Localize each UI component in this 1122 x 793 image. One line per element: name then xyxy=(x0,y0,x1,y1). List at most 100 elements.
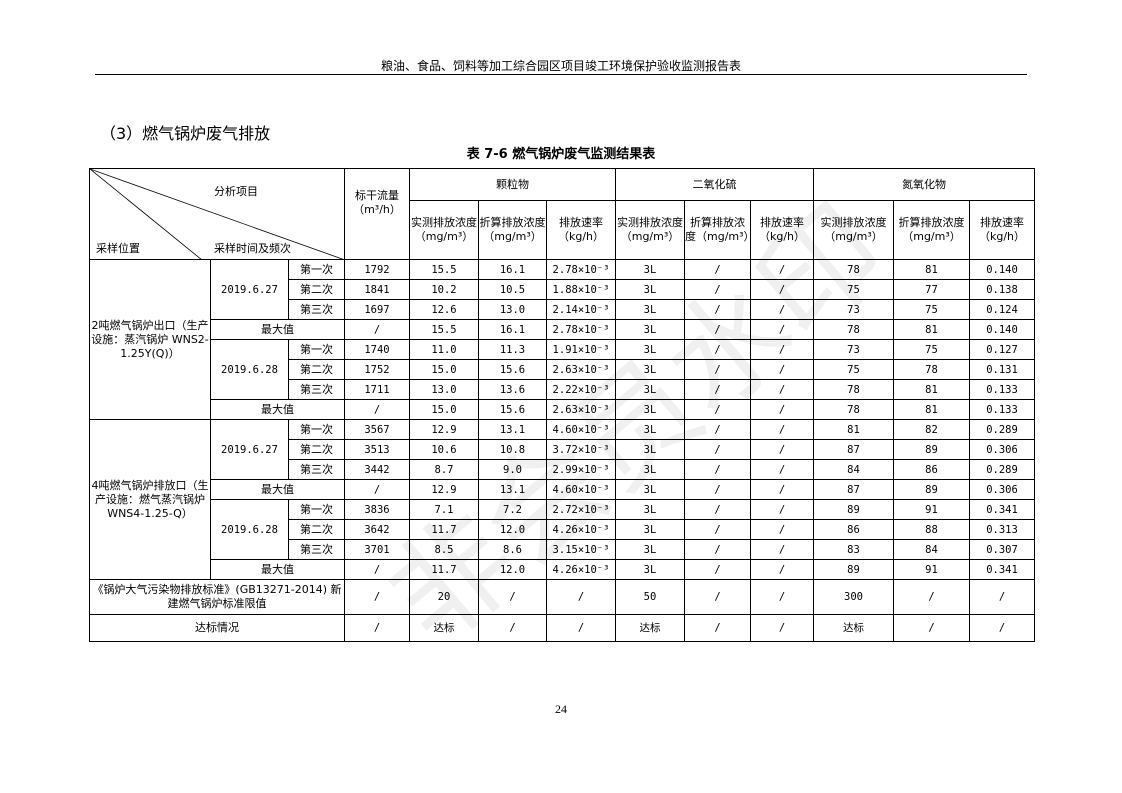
value-cell: 13.1 xyxy=(478,479,547,500)
value-cell: 78 xyxy=(813,399,894,420)
value-cell: 3L xyxy=(615,299,685,320)
value-cell: 15.6 xyxy=(478,359,547,380)
value-cell: / xyxy=(344,614,410,642)
value-cell: 0.131 xyxy=(969,359,1035,380)
value-cell: 300 xyxy=(813,579,894,615)
value-cell: / xyxy=(344,579,410,615)
value-cell: 3L xyxy=(615,399,685,420)
value-cell: 11.0 xyxy=(409,339,479,360)
value-cell: 15.5 xyxy=(409,319,479,340)
value-cell: / xyxy=(750,399,814,420)
value-cell: / xyxy=(684,259,751,280)
value-cell: 81 xyxy=(893,259,970,280)
value-cell: 91 xyxy=(893,559,970,580)
max-label-cell: 最大值 xyxy=(210,479,345,500)
run-cell: 第二次 xyxy=(288,279,345,300)
value-cell: 1792 xyxy=(344,259,410,280)
value-cell: / xyxy=(750,519,814,540)
subheader-cell: 折算排放浓度（mg/m³） xyxy=(684,200,751,260)
value-cell: 12.9 xyxy=(409,419,479,440)
value-cell: 87 xyxy=(813,479,894,500)
value-cell: 13.6 xyxy=(478,379,547,400)
value-cell: 84 xyxy=(813,459,894,480)
max-row: 最大值/15.0 15.6 2.63×10⁻³ 3L //78 81 0.133 xyxy=(90,399,1035,420)
value-cell: 10.8 xyxy=(478,439,547,460)
site-name-cell: 2吨燃气锅炉出口（生产设施：蒸汽锅炉 WNS2-1.25Y(Q)） xyxy=(89,259,211,420)
value-cell: 达标 xyxy=(409,614,479,642)
value-cell: / xyxy=(684,379,751,400)
value-cell: / xyxy=(750,279,814,300)
value-cell: 2.14×10⁻³ xyxy=(546,299,616,320)
group-header-particulate: 颗粒物 xyxy=(409,168,616,201)
value-cell: 12.0 xyxy=(478,519,547,540)
value-cell: 0.124 xyxy=(969,299,1035,320)
value-cell: 0.133 xyxy=(969,399,1035,420)
value-cell: 15.5 xyxy=(409,259,479,280)
value-cell: / xyxy=(478,579,547,615)
value-cell: 3836 xyxy=(344,499,410,520)
value-cell: / xyxy=(546,614,616,642)
value-cell: 91 xyxy=(893,499,970,520)
value-cell: 0.306 xyxy=(969,479,1035,500)
value-cell: / xyxy=(684,439,751,460)
table-row: 第三次 3701 8.5 8.6 3.15×10⁻³ 3L //83 84 0.307 xyxy=(90,539,1035,560)
group-header-so2: 二氧化硫 xyxy=(615,168,814,201)
subheader-cell: 排放速率（kg/h） xyxy=(969,200,1035,260)
value-cell: / xyxy=(684,459,751,480)
value-cell: / xyxy=(750,339,814,360)
run-cell: 第三次 xyxy=(288,299,345,320)
value-cell: 4.26×10⁻³ xyxy=(546,519,616,540)
value-cell: 0.313 xyxy=(969,519,1035,540)
value-cell: 73 xyxy=(813,299,894,320)
boiler-emission-table: 分析项目 采样位置 采样时间及频次 标干流量（m³/h） 颗粒物 二氧化硫 氮氧… xyxy=(89,168,1035,642)
value-cell: 78 xyxy=(813,379,894,400)
run-cell: 第三次 xyxy=(288,539,345,560)
value-cell: 16.1 xyxy=(478,319,547,340)
value-cell: 3L xyxy=(615,419,685,440)
value-cell: 2.72×10⁻³ xyxy=(546,499,616,520)
table-row: 第二次 1752 15.0 15.6 2.63×10⁻³ 3L //75 78 0.131 xyxy=(90,359,1035,380)
value-cell: 50 xyxy=(615,579,685,615)
value-cell: 3701 xyxy=(344,539,410,560)
value-cell: 9.0 xyxy=(478,459,547,480)
flow-header: 标干流量（m³/h） xyxy=(344,168,410,260)
value-cell: 0.306 xyxy=(969,439,1035,460)
run-cell: 第二次 xyxy=(288,439,345,460)
value-cell: / xyxy=(684,539,751,560)
value-cell: 16.1 xyxy=(478,259,547,280)
value-cell: 2.63×10⁻³ xyxy=(546,359,616,380)
value-cell: 3L xyxy=(615,479,685,500)
compliance-row: 达标情况 / 达标 / / 达标 / / 达标 / / xyxy=(89,614,1035,642)
value-cell: 78 xyxy=(813,319,894,340)
value-cell: / xyxy=(684,359,751,380)
value-cell: 87 xyxy=(813,439,894,460)
standard-row: 《锅炉大气污染物排放标准》(GB13271-2014) 新建燃气锅炉标准限值/2… xyxy=(89,579,1035,615)
value-cell: / xyxy=(684,519,751,540)
value-cell: 3L xyxy=(615,319,685,340)
value-cell: 0.138 xyxy=(969,279,1035,300)
value-cell: 81 xyxy=(893,379,970,400)
value-cell: 4.60×10⁻³ xyxy=(546,479,616,500)
value-cell: 89 xyxy=(893,479,970,500)
table-row: 第三次 1697 12.6 13.0 2.14×10⁻³ 3L //73 75 0.124 xyxy=(90,299,1035,320)
table-row: 2吨燃气锅炉出口（生产设施：蒸汽锅炉 WNS2-1.25Y(Q)） 2019.6.… xyxy=(89,259,1035,420)
subheader-cell: 折算排放浓度（mg/m³） xyxy=(893,200,970,260)
value-cell: 81 xyxy=(893,319,970,340)
value-cell: 3L xyxy=(615,259,685,280)
value-cell: 86 xyxy=(813,519,894,540)
value-cell: / xyxy=(478,614,547,642)
value-cell: / xyxy=(893,614,970,642)
value-cell: 75 xyxy=(893,299,970,320)
date-cell: 2019.6.28 xyxy=(210,339,289,400)
value-cell: / xyxy=(344,319,410,340)
value-cell: 89 xyxy=(893,439,970,460)
value-cell: 73 xyxy=(813,339,894,360)
subheader-cell: 实测排放浓度（mg/m³） xyxy=(409,200,479,260)
value-cell: 3L xyxy=(615,559,685,580)
value-cell: / xyxy=(750,559,814,580)
value-cell: 0.341 xyxy=(969,559,1035,580)
value-cell: 4.26×10⁻³ xyxy=(546,559,616,580)
value-cell: / xyxy=(750,359,814,380)
date-cell: 2019.6.27 xyxy=(210,419,289,480)
value-cell: 7.1 xyxy=(409,499,479,520)
